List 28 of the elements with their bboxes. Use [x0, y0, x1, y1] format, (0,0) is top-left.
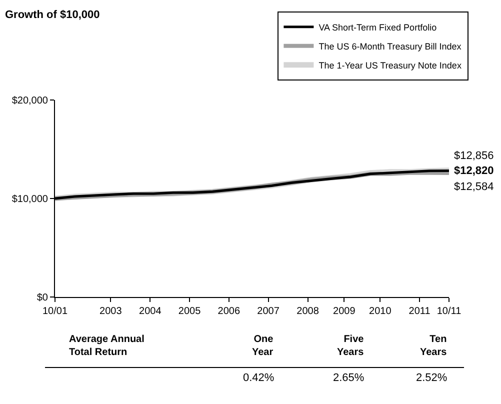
- x-tick-label: 2006: [218, 306, 240, 317]
- legend-label: VA Short-Term Fixed Portfolio: [318, 22, 437, 32]
- text: Average Annual Total Return: [69, 334, 145, 358]
- y-tick-label: $20,000: [12, 96, 48, 106]
- x-tick-label: 2003: [100, 306, 122, 317]
- text: One Year: [252, 334, 274, 358]
- x-tick-label: 2008: [296, 306, 320, 317]
- text: 2.52%: [416, 372, 448, 384]
- data-label: $12,584: [454, 181, 494, 193]
- y-tick-label: $0: [36, 292, 48, 304]
- data-label: $12,820: [454, 165, 494, 177]
- text: Ten Years: [420, 334, 448, 358]
- x-tick-label: 10/11: [436, 306, 462, 317]
- x-tick-label: 2010: [369, 306, 392, 317]
- x-tick-label: 2007: [257, 306, 280, 317]
- text: 0.42%: [243, 372, 274, 384]
- x-tick-label: 2004: [139, 306, 162, 317]
- chart-title: Growth of $10,000: [5, 8, 100, 21]
- text: Five Years: [337, 334, 364, 358]
- x-tick-label: 10/01: [42, 306, 68, 317]
- y-tick-label: $10,000: [12, 194, 48, 205]
- x-tick-label: 2011: [408, 306, 431, 317]
- legend-label: The US 6-Month Treasury Bill Index: [318, 41, 462, 52]
- x-tick-label: 2009: [333, 306, 356, 317]
- data-label: $12,856: [454, 150, 494, 162]
- text: 2.65%: [333, 372, 364, 384]
- legend-label: The 1-Year US Treasury Note Index: [318, 60, 462, 70]
- x-tick-label: 2005: [178, 306, 202, 317]
